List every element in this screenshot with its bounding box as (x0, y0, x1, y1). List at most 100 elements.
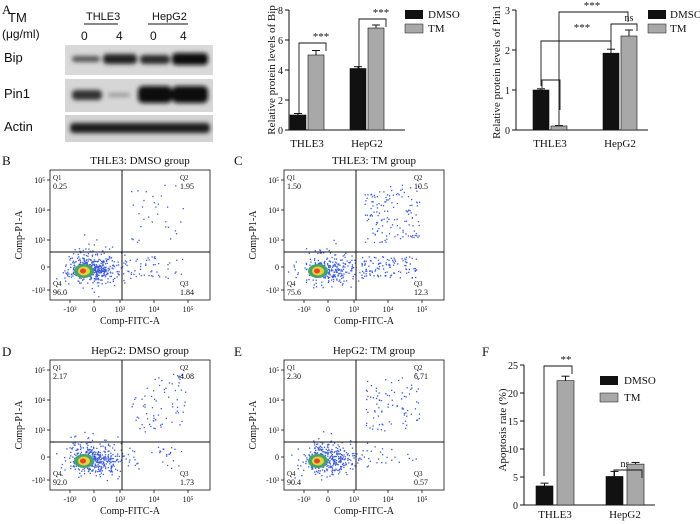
flow0-q2-label: Q2 (180, 174, 189, 182)
pin1-xtick-hepg2: HepG2 (604, 138, 636, 150)
flow0-ylabel: Comp-P1-A (14, 210, 25, 260)
pin1-legend-dmso-swatch (648, 10, 666, 19)
bip-legend-dmso-swatch (405, 10, 423, 19)
band-pin1-1 (72, 90, 102, 100)
flow0-xtick-label: 10³ (115, 305, 126, 314)
bip-bar-chart: Relative protein levels of Bip THLE3 Hep… (266, 5, 460, 150)
flow2-q1-value: 2.17 (53, 372, 67, 381)
flow1-ytick-label: 0 (275, 263, 279, 272)
flow3-xtick-label: 10⁴ (383, 495, 394, 504)
bip-xtick-thle3: THLE3 (290, 138, 324, 150)
apoptosis-bar-chart: Apoptosis rate (%) THLE3 HepG2 DMSO TM *… (497, 354, 656, 521)
bip-legend-dmso: DMSO (428, 9, 460, 21)
flow0-title: THLE3: DMSO group (90, 155, 190, 167)
pin1-bar-tm-hepg2 (620, 35, 638, 131)
bip-ylabel: Relative protein levels of Bip (266, 5, 278, 135)
flow3-xlabel: Comp-FITC-A (334, 506, 395, 517)
apoptosis-bar-dmso-hepg2 (605, 476, 624, 506)
flow2-q2-value: 4.08 (180, 372, 194, 381)
flow1-ytick-label: 10³ (269, 236, 280, 245)
flow0-q4-label: Q4 (53, 280, 62, 288)
bip-legend-tm-swatch (404, 23, 424, 34)
flow0-xtick-label: 10⁵ (183, 305, 194, 314)
flow3-q4-label: Q4 (287, 470, 296, 478)
flow3-density-core (308, 454, 328, 468)
pin1-sig-ns: ns (625, 13, 634, 24)
flow2-q2-label: Q2 (180, 364, 189, 372)
flow1-xtick-label: 10⁵ (417, 305, 428, 314)
flow2-xtick-label: 10³ (115, 495, 126, 504)
flow0-frame (49, 169, 211, 301)
western-blot: TM (μg/ml) THLE3 HepG2 0 4 0 4 Bip Pin1 … (2, 10, 213, 142)
protein-pin1: Pin1 (4, 86, 30, 101)
bip-legend-tm: TM (428, 23, 445, 35)
flow1-title: THLE3: TM group (332, 155, 417, 167)
flow3-ytick-label: 10⁴ (268, 396, 279, 405)
dose-3: 0 (150, 29, 157, 43)
bip-ytick-label: 0 (278, 126, 283, 137)
band-bip-2 (103, 54, 137, 64)
flow1-q3-label: Q3 (414, 280, 423, 288)
pin1-legend-tm: TM (670, 23, 687, 35)
panel-label-b: B (2, 153, 11, 168)
protein-bip: Bip (4, 50, 23, 65)
flow2-ylabel: Comp-P1-A (14, 400, 25, 450)
band-bip-1 (72, 56, 100, 62)
flow3-ytick-label: -10³ (266, 476, 280, 485)
bip-ytick-label: 6 (278, 36, 283, 47)
flow2-q4-value: 92.0 (53, 478, 67, 487)
pin1-ytick-label: 2 (505, 46, 510, 57)
flow1-q2-label: Q2 (414, 174, 423, 182)
bip-bracket-thle3 (298, 42, 327, 113)
pin1-ytick-label: 0 (505, 126, 510, 137)
flow3-xtick-label: 0 (326, 495, 330, 504)
flow1-xtick-label: 0 (326, 305, 330, 314)
flow2-ytick-label: 10⁵ (34, 366, 45, 375)
flow2-ytick-label: 10⁴ (34, 396, 45, 405)
band-pin1-3 (138, 86, 172, 103)
flow2-q4-label: Q4 (53, 470, 62, 478)
flow2-ytick-label: 10³ (35, 426, 46, 435)
apoptosis-ytick-label: 20 (508, 389, 518, 400)
pin1-legend-tm-swatch (647, 23, 667, 34)
flow0-ytick-label: -10³ (32, 286, 46, 295)
flow3-title: HepG2: TM group (333, 345, 416, 357)
flow0-q3-label: Q3 (180, 280, 189, 288)
flow3-ytick-label: 10⁵ (268, 366, 279, 375)
dose-2: 4 (116, 29, 123, 43)
flow1-ylabel: Comp-P1-A (248, 210, 259, 260)
cell-line-hepg2: HepG2 (152, 11, 187, 23)
apoptosis-ylabel: Apoptosis rate (%) (497, 388, 509, 471)
apoptosis-legend-tm: TM (624, 392, 641, 404)
flow2-frame (49, 359, 211, 491)
tm-label: TM (8, 10, 27, 25)
flow2-xlabel: Comp-FITC-A (100, 506, 161, 517)
flow1-q3-value: 12.3 (414, 288, 428, 297)
apoptosis-legend-tm-swatch (599, 392, 619, 403)
flow0-scatter (56, 184, 184, 298)
flow3-q3-value: 0.57 (414, 478, 428, 487)
pin1-bracket-mid (540, 40, 612, 86)
bip-ytick-label: 2 (278, 96, 283, 107)
flow2-xtick-label: -10³ (63, 495, 77, 504)
flow0-density-core (74, 264, 94, 278)
band-bip-4 (172, 53, 208, 65)
flow2-xtick-label: 0 (92, 495, 96, 504)
flow-plot-thle3-tm: THLE3: TM group 10⁵ 10⁴ 10³ 0 -10³ -10³ 0 10³ 10⁴… (248, 155, 445, 327)
pin1-bar-dmso-thle3 (532, 89, 550, 131)
bip-bar-tm-hepg2 (367, 27, 385, 131)
dose-4: 4 (180, 29, 187, 43)
apoptosis-ytick-label: 10 (508, 445, 518, 456)
pin1-bar-chart: Relative protein levels of Pin1 THLE3 He… (491, 0, 700, 150)
flow0-ytick-label: 10⁵ (34, 176, 45, 185)
pin1-sig-top: *** (584, 0, 601, 12)
flow2-q3-value: 1.73 (180, 478, 194, 487)
bip-bar-dmso-hepg2 (349, 68, 367, 131)
flow3-ylabel: Comp-P1-A (248, 400, 259, 450)
flow3-q1-value: 2.30 (287, 372, 301, 381)
apoptosis-sig-hepg2: ns (621, 459, 630, 470)
flow2-q3-label: Q3 (180, 470, 189, 478)
flow2-q1-label: Q1 (53, 364, 62, 372)
flow0-ytick-label: 10⁴ (34, 206, 45, 215)
flow1-q4-label: Q4 (287, 280, 296, 288)
